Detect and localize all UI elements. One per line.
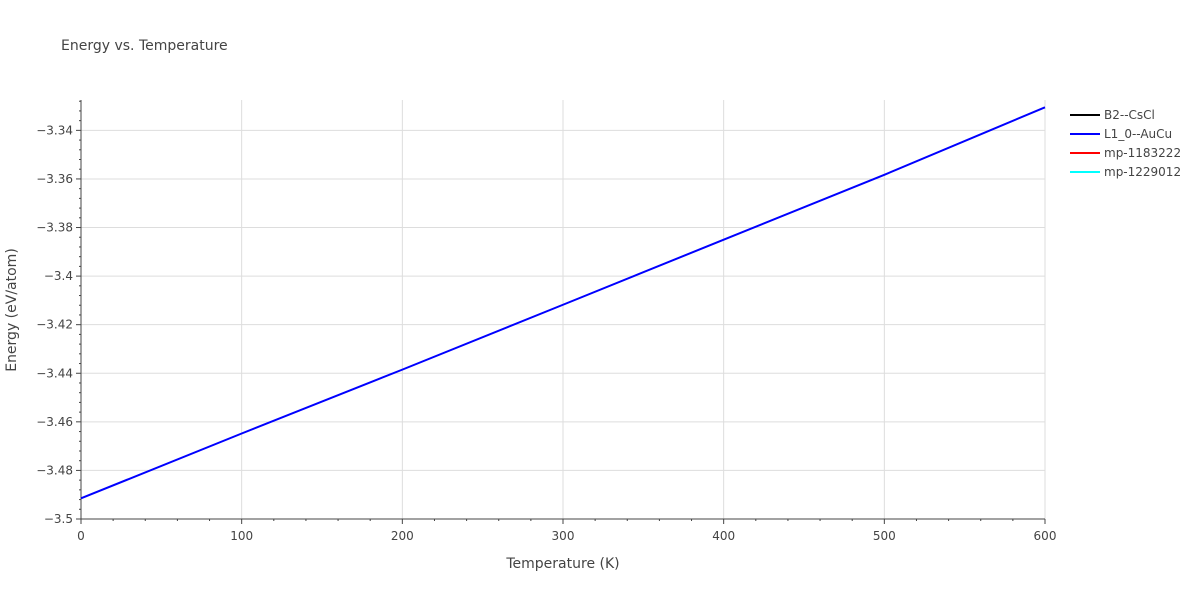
x-tick-label: 600 [1034, 529, 1057, 543]
y-axis-title: Energy (eV/atom) [4, 248, 20, 372]
y-tick-label: −3.38 [36, 221, 73, 235]
legend-label: mp-1183222 [1104, 146, 1181, 160]
legend[interactable]: B2--CsCl L1_0--AuCu mp-1183222 mp-1229012 [1070, 108, 1181, 179]
y-tick-label: −3.36 [36, 172, 73, 186]
legend-label: mp-1229012 [1104, 165, 1181, 179]
x-tick-label: 0 [77, 529, 85, 543]
y-tick-label: −3.42 [36, 318, 73, 332]
x-axis-title: Temperature (K) [505, 556, 619, 572]
x-tick-label: 500 [873, 529, 896, 543]
series-lines [80, 106, 1046, 500]
x-tick-label: 300 [552, 529, 575, 543]
legend-label: B2--CsCl [1104, 108, 1155, 122]
legend-item[interactable]: L1_0--AuCu [1070, 127, 1172, 141]
y-tick-label: −3.5 [44, 512, 73, 526]
y-tick-label: −3.4 [44, 269, 73, 283]
legend-item[interactable]: B2--CsCl [1070, 108, 1155, 122]
x-tick-label: 200 [391, 529, 414, 543]
legend-item[interactable]: mp-1229012 [1070, 165, 1181, 179]
y-tick-label: −3.46 [36, 415, 73, 429]
legend-label: L1_0--AuCu [1104, 127, 1172, 141]
y-tick-label: −3.34 [36, 123, 73, 137]
y-tick-label: −3.48 [36, 463, 73, 477]
x-tick-label: 100 [230, 529, 253, 543]
x-ticks: 0 100 200 300 400 500 600 [77, 519, 1056, 543]
y-tick-label: −3.44 [36, 366, 73, 380]
x-tick-label: 400 [712, 529, 735, 543]
chart-title: Energy vs. Temperature [61, 38, 228, 54]
legend-item[interactable]: mp-1183222 [1070, 146, 1181, 160]
y-ticks: −3.5 −3.48 −3.46 −3.44 −3.42 −3.4 −3.38 −3.36 −3… [36, 100, 81, 526]
grid [81, 100, 1046, 519]
series-line-l1-0-aucu [80, 106, 1046, 500]
